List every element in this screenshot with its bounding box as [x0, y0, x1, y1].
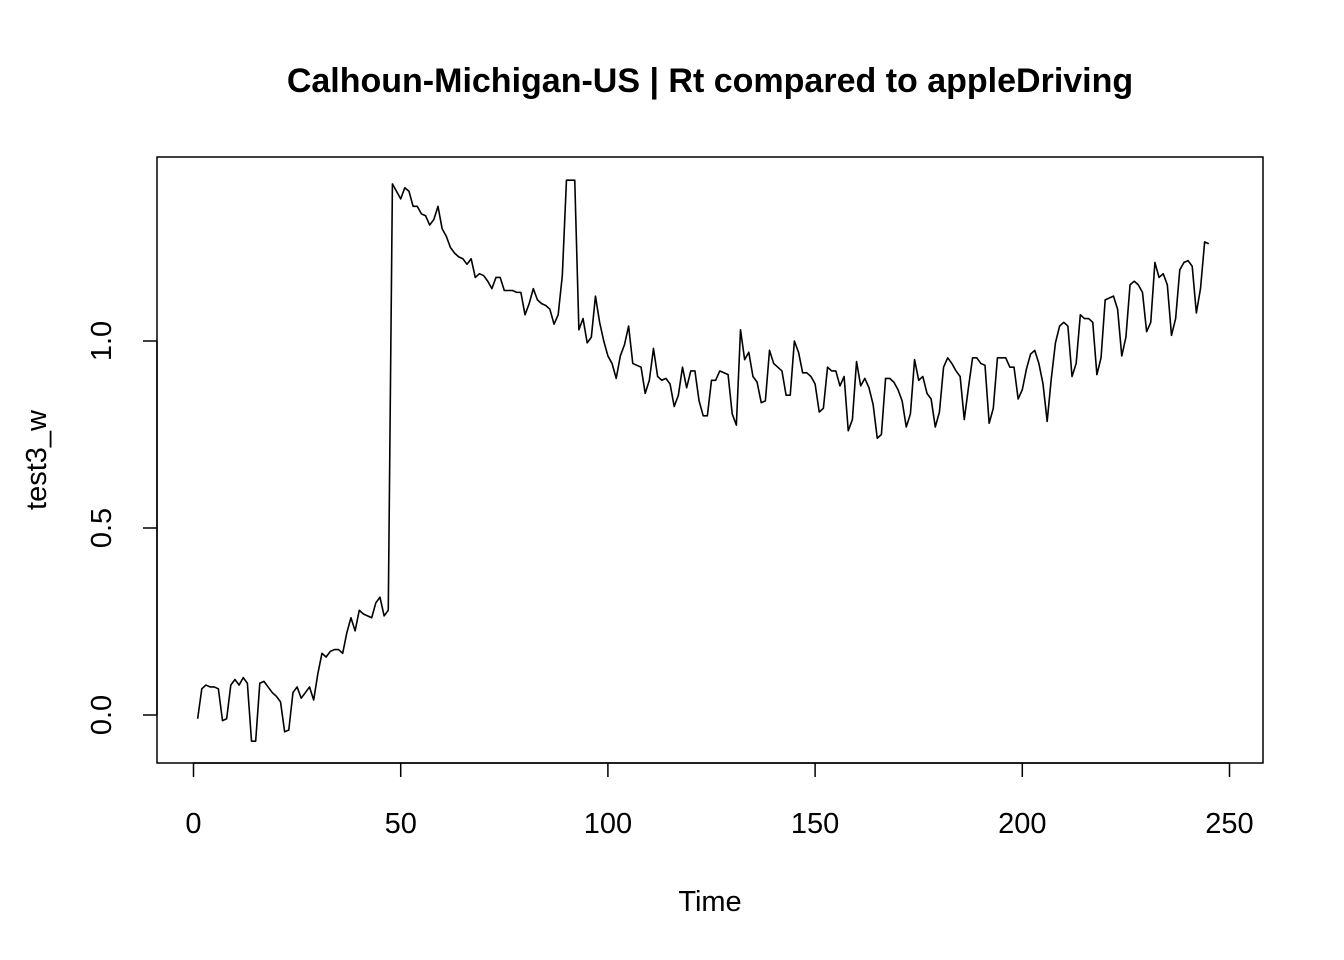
- y-tick-label: 0.0: [86, 695, 118, 735]
- y-axis: 0.0 0.5 1.0: [86, 321, 158, 735]
- y-tick-label: 0.5: [86, 508, 118, 548]
- x-tick-label: 0: [185, 808, 201, 840]
- y-tick-label: 1.0: [86, 321, 118, 361]
- series-group: [196, 179, 1210, 742]
- x-tick-label: 200: [998, 808, 1046, 840]
- x-tick-label: 100: [584, 808, 632, 840]
- x-tick-label: 150: [791, 808, 839, 840]
- y-axis-label: test3_w: [21, 409, 53, 510]
- chart-title: Calhoun-Michigan-US | Rt compared to app…: [287, 62, 1133, 100]
- x-axis: 0 50 100 150 200 250: [185, 762, 1254, 840]
- series-line: [196, 179, 1210, 742]
- plot-area-border: [156, 156, 1264, 764]
- x-axis-label: Time: [678, 886, 741, 918]
- x-tick-label: 250: [1205, 808, 1253, 840]
- x-tick-label: 50: [385, 808, 417, 840]
